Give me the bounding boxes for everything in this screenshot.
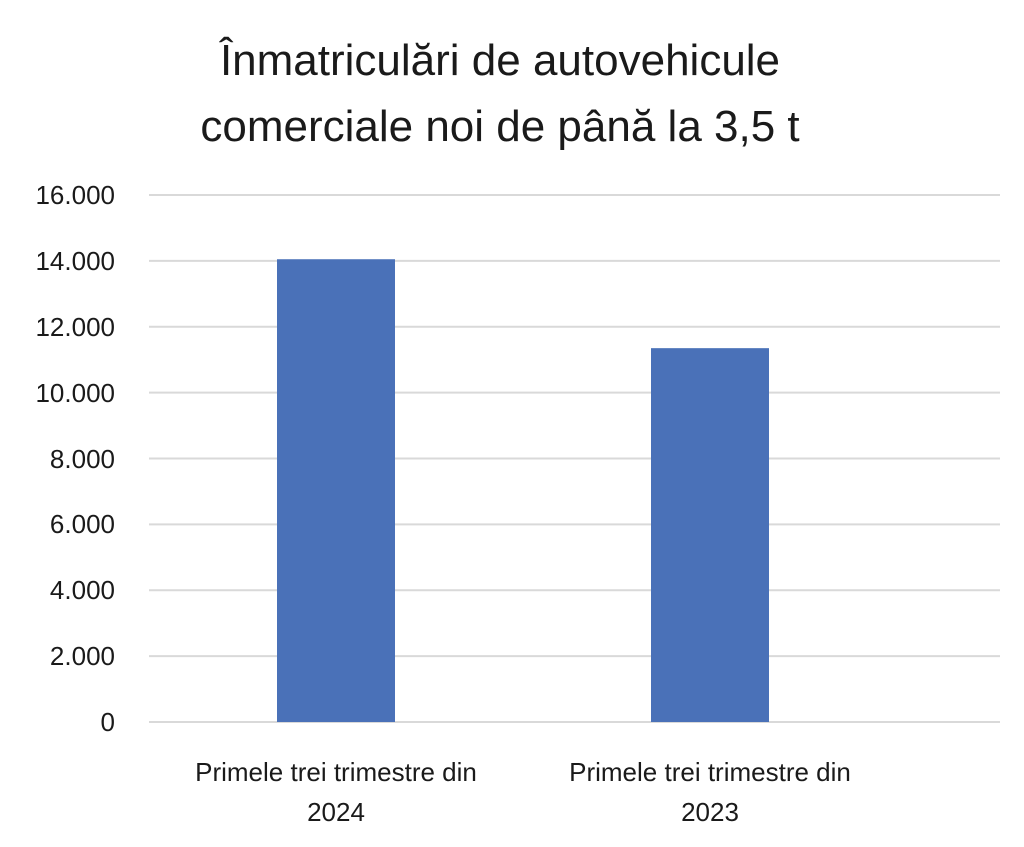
- y-tick-label: 14.000: [35, 245, 115, 276]
- bar: [651, 348, 769, 722]
- y-tick-label: 16.000: [35, 180, 115, 210]
- bar: [277, 259, 395, 722]
- x-tick-label: Primele trei trimestre din 2023: [569, 757, 851, 827]
- x-tick-label: Primele trei trimestre din 2024: [195, 757, 477, 827]
- y-tick-label: 2.000: [49, 641, 115, 672]
- y-tick-label: 0: [100, 707, 115, 737]
- y-tick-label: 8.000: [49, 443, 115, 474]
- y-tick-label: 10.000: [35, 377, 115, 408]
- y-tick-label: 12.000: [35, 311, 115, 342]
- y-tick-label: 6.000: [49, 509, 115, 540]
- y-tick-label: 4.000: [49, 575, 115, 606]
- chart-title: Înmatriculări de autovehicule comerciale…: [200, 36, 800, 151]
